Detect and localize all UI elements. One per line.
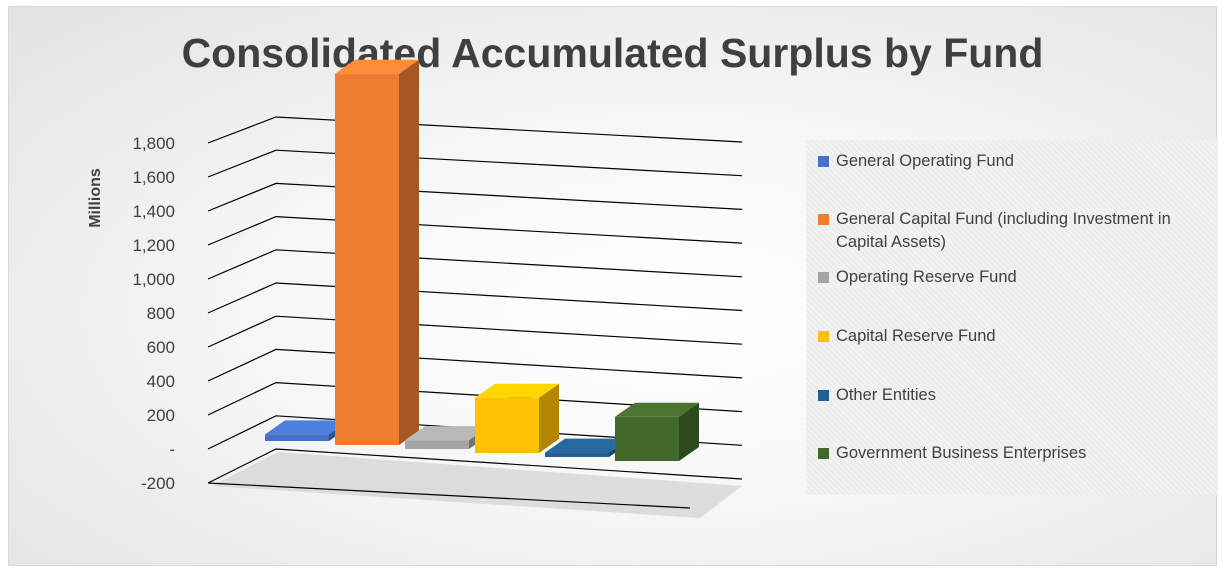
bar-top	[335, 59, 419, 74]
legend-swatch	[818, 214, 829, 225]
bar-1	[335, 59, 419, 445]
gridline	[207, 116, 743, 144]
bar-5	[615, 402, 699, 461]
legend-swatch	[818, 272, 829, 283]
legend-label: Capital Reserve Fund	[836, 327, 996, 345]
bar-top	[405, 426, 489, 441]
gridline	[207, 215, 743, 246]
y-tick-label: -200	[141, 474, 175, 493]
gridline	[207, 149, 743, 178]
legend-swatch	[818, 390, 829, 401]
gridline	[207, 448, 743, 484]
bar-side	[399, 59, 419, 445]
y-tick-label: 400	[147, 372, 175, 391]
bar-front	[615, 416, 679, 461]
legend-item: Other Entities	[818, 384, 1210, 407]
gridline	[207, 282, 743, 314]
bar-front	[475, 397, 539, 453]
legend-item: Government Business Enterprises	[818, 442, 1210, 465]
legend-item: Operating Reserve Fund	[818, 266, 1210, 289]
bar-top	[615, 402, 699, 417]
y-tick-label: 800	[147, 304, 175, 323]
legend-label: Other Entities	[836, 386, 936, 404]
bar-side	[539, 383, 559, 453]
y-tick-label: -	[169, 440, 175, 459]
chart-title: Consolidated Accumulated Surplus by Fund	[181, 30, 1044, 76]
gridline	[207, 182, 743, 212]
legend-item: Capital Reserve Fund	[818, 325, 1210, 348]
gridline	[207, 381, 743, 416]
legend-item: General Operating Fund	[818, 150, 1210, 173]
y-tick-label: 1,400	[132, 202, 175, 221]
y-tick-label: 1,600	[132, 168, 175, 187]
gridline	[207, 249, 743, 280]
legend-item: General Capital Fund (including Investme…	[818, 208, 1210, 254]
legend-swatch	[818, 156, 829, 167]
x-axis-line	[207, 482, 691, 509]
legend-label: Operating Reserve Fund	[836, 268, 1017, 286]
legend-label: General Capital Fund (including Investme…	[836, 210, 1171, 251]
floor-shadow	[212, 452, 742, 518]
bar-top	[545, 438, 629, 453]
bar-front	[405, 440, 469, 449]
y-axis-title: Millions	[87, 168, 104, 228]
y-tick-label: 1,000	[132, 270, 175, 289]
gridline	[207, 348, 743, 382]
legend-swatch	[818, 448, 829, 459]
y-tick-label: 200	[147, 406, 175, 425]
y-tick-label: 1,200	[132, 236, 175, 255]
legend-label: Government Business Enterprises	[836, 444, 1087, 462]
legend-label: General Operating Fund	[836, 152, 1014, 170]
gridline	[207, 315, 743, 348]
y-tick-label: 1,800	[132, 134, 175, 153]
bar-front	[335, 73, 399, 445]
bar-side	[679, 402, 699, 461]
bar-top	[265, 420, 349, 435]
bar-3	[475, 383, 559, 453]
legend-swatch	[818, 331, 829, 342]
bar-front	[545, 452, 609, 457]
legend: General Operating Fund General Capital Fu…	[806, 140, 1218, 495]
y-tick-label: 600	[147, 338, 175, 357]
gridline	[207, 415, 743, 450]
bar-front	[265, 434, 329, 441]
bar-top	[475, 383, 559, 398]
